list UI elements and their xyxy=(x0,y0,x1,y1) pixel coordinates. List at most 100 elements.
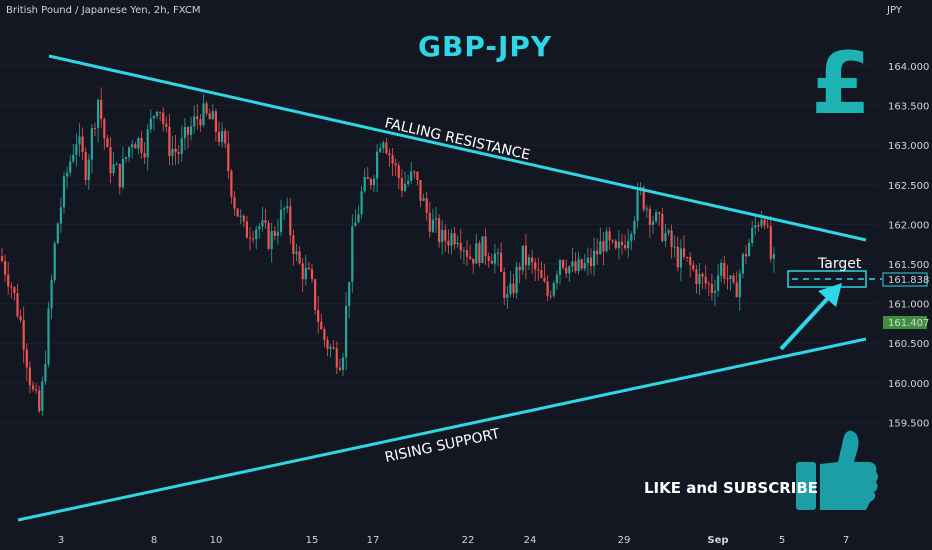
candle-body xyxy=(515,266,518,294)
candle-body xyxy=(521,245,524,271)
candle-body xyxy=(118,164,121,188)
candle-body xyxy=(664,233,667,242)
candle-body xyxy=(469,256,472,259)
candle-body xyxy=(214,111,217,132)
candle-body xyxy=(62,176,66,208)
candle-body xyxy=(134,144,137,149)
candle-body xyxy=(143,152,146,158)
candle-body xyxy=(506,294,509,298)
candle-body xyxy=(419,179,422,201)
candle-body xyxy=(689,256,692,265)
candle-body xyxy=(531,257,534,263)
candle-body xyxy=(555,274,558,284)
candle-body xyxy=(410,171,413,181)
candle-body xyxy=(19,316,22,321)
candle-body xyxy=(366,177,369,179)
candle-body xyxy=(580,259,583,269)
candle-body xyxy=(413,171,416,173)
candle-body xyxy=(16,293,19,317)
candle-body xyxy=(41,381,44,411)
candle-body xyxy=(695,269,698,285)
candle-body xyxy=(369,178,372,186)
candle-body xyxy=(81,136,84,152)
currency-label: JPY xyxy=(887,5,902,16)
candle-body xyxy=(456,242,459,245)
candle-body xyxy=(574,261,577,272)
candle-body xyxy=(345,306,348,358)
candle-body xyxy=(354,222,357,227)
candle-body xyxy=(568,266,571,274)
candle-body xyxy=(630,234,633,241)
candle-body xyxy=(382,142,385,149)
candle-body xyxy=(741,253,744,274)
candle-body xyxy=(196,116,199,120)
candle-body xyxy=(183,127,186,139)
candle-body xyxy=(146,129,149,158)
candle-body xyxy=(326,340,329,349)
candle-body xyxy=(199,119,202,126)
pound-sign-icon: £ xyxy=(811,34,871,134)
candle-body xyxy=(320,321,323,330)
candle-body xyxy=(738,273,741,298)
candle-body xyxy=(44,364,47,382)
candle-body xyxy=(447,240,450,246)
candle-body xyxy=(59,207,62,224)
candle-body xyxy=(348,281,351,307)
rising-support-line xyxy=(17,337,867,522)
candle-body xyxy=(493,253,496,264)
candle-body xyxy=(338,367,341,370)
candle-body xyxy=(292,235,295,254)
candle-body xyxy=(221,131,224,143)
candle-body xyxy=(379,148,382,152)
candle-body xyxy=(614,241,617,249)
candle-body xyxy=(124,157,128,159)
y-tick-label: 163.500 xyxy=(888,102,929,113)
candle-body xyxy=(273,230,276,236)
candle-body xyxy=(636,190,639,221)
candle-body xyxy=(208,113,211,120)
candle-body xyxy=(431,219,434,232)
y-tick-label: 164.000 xyxy=(888,62,929,73)
candle-body xyxy=(286,206,289,209)
candle-body xyxy=(264,220,267,223)
candle-body xyxy=(75,144,78,155)
candle-body xyxy=(627,240,630,249)
candle-body xyxy=(53,243,56,281)
candle-body xyxy=(376,151,379,179)
candle-body xyxy=(78,136,81,145)
candle-body xyxy=(710,283,713,293)
candle-body xyxy=(416,171,419,180)
candle-body xyxy=(298,251,301,264)
candle-body xyxy=(692,264,695,270)
x-tick-label: 7 xyxy=(843,535,849,546)
candle-body xyxy=(608,231,611,241)
candle-body xyxy=(760,219,763,227)
candle-body xyxy=(335,348,338,368)
candle-body xyxy=(372,178,376,186)
y-tick-label: 163.000 xyxy=(888,141,929,152)
candle-body xyxy=(723,262,726,279)
candle-body xyxy=(159,111,162,113)
candle-body xyxy=(304,267,307,280)
candle-body xyxy=(698,273,701,285)
candle-body xyxy=(165,123,168,127)
candle-body xyxy=(267,222,270,249)
candle-body xyxy=(121,158,124,188)
candle-body xyxy=(72,154,75,162)
candle-body xyxy=(686,256,689,258)
target-price-tag-label: 161.838 xyxy=(888,275,929,286)
candle-body xyxy=(168,126,171,156)
candle-body xyxy=(475,243,478,264)
candle-body xyxy=(109,147,112,174)
candle-body xyxy=(35,389,38,391)
target-price-tag xyxy=(882,272,928,287)
candle-body xyxy=(655,212,658,222)
candle-body xyxy=(230,171,233,197)
y-tick-label: 162.000 xyxy=(888,220,929,231)
candle-body xyxy=(351,226,354,282)
x-tick-label: 10 xyxy=(210,535,223,546)
candle-body xyxy=(360,191,363,215)
candle-body xyxy=(407,180,410,184)
candle-body xyxy=(620,241,624,245)
candle-body xyxy=(137,138,140,149)
